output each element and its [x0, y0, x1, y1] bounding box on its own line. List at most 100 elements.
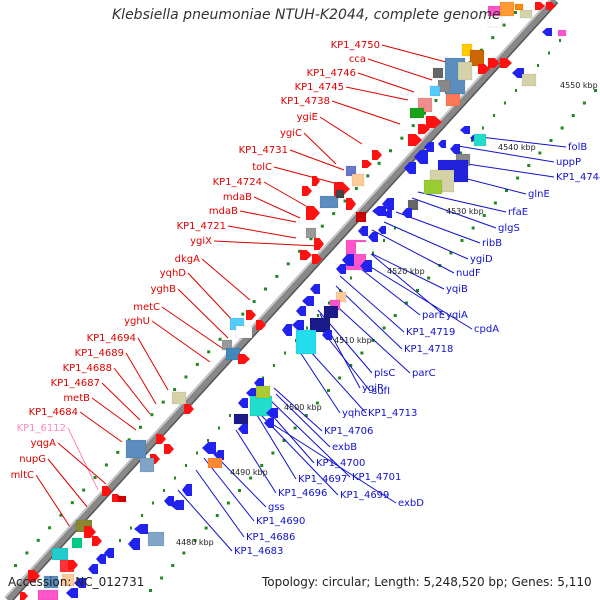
gene-block — [255, 385, 271, 399]
gene-arrow-forward — [28, 570, 40, 582]
gene-label-rfae: rfaE — [508, 207, 528, 218]
gene-label-ygix: ygiX — [190, 236, 212, 247]
gene-arrow-reverse — [384, 210, 392, 218]
tick-mark — [434, 98, 438, 102]
leader-line — [253, 409, 297, 480]
tick-mark — [207, 439, 209, 442]
gene-arrow-forward — [302, 186, 312, 196]
gene-arrow-forward — [238, 354, 250, 364]
gene-arrow-forward — [256, 320, 266, 330]
kbp-label: 4530 kbp — [446, 207, 484, 216]
gene-arrow-forward — [312, 254, 322, 264]
gene-label-kp1-4721: KP1_4721 — [177, 221, 226, 232]
gene-arrow-reverse — [438, 140, 446, 148]
tick-mark — [411, 124, 415, 128]
gene-block — [37, 589, 59, 600]
gene-arrow-forward — [184, 404, 194, 414]
gene-label-kp1-4697: KP1_4697 — [298, 474, 347, 485]
leader-line — [137, 337, 169, 391]
gene-block — [499, 1, 515, 17]
leader-line — [57, 442, 107, 485]
gene-arrow-forward — [312, 176, 320, 186]
gene-label-kp1-4706: KP1_4706 — [324, 426, 373, 437]
gene-block — [514, 3, 524, 11]
gene-block — [557, 29, 567, 37]
tick-mark — [320, 224, 324, 228]
tick-mark — [491, 36, 495, 40]
tick-mark — [260, 464, 264, 467]
tick-mark — [372, 251, 374, 255]
tick-mark — [493, 114, 495, 117]
tick-mark — [193, 539, 197, 542]
tick-mark — [559, 39, 561, 42]
gene-arrow-reverse — [402, 208, 412, 218]
gene-label-yqib: yqiB — [446, 284, 468, 295]
gene-label-kp1-4738: KP1_4738 — [281, 96, 330, 107]
tick-mark — [594, 89, 597, 92]
leader-line — [263, 181, 307, 207]
tick-mark — [377, 161, 381, 165]
gene-arrow-forward — [546, 2, 556, 10]
tick-mark — [82, 488, 86, 492]
leader-line — [417, 191, 507, 213]
gene-arrow-reverse — [360, 260, 372, 272]
tick-mark — [571, 114, 575, 117]
accession-label: Accession: NC_012731 — [8, 575, 145, 589]
gene-arrow-forward — [372, 150, 382, 160]
gene-label-nudf: nudF — [456, 268, 481, 279]
gene-arrow-reverse — [358, 226, 368, 236]
backbone-layer — [4, 0, 559, 600]
gene-label-kp1-4750: KP1_4750 — [331, 40, 380, 51]
gene-label-kp1-4683: KP1_4683 — [234, 546, 283, 557]
gene-label-kp1-4686: KP1_4686 — [246, 532, 295, 543]
gene-arrow-reverse — [368, 232, 378, 242]
gene-arrow-forward — [300, 250, 312, 260]
tick-mark — [218, 337, 222, 341]
leader-line — [101, 382, 141, 421]
gene-arrow-forward — [246, 310, 256, 320]
tick-mark — [273, 364, 275, 367]
gene-label-kp1-4694: KP1_4694 — [87, 333, 136, 344]
gene-label-yghb: yghB — [151, 284, 177, 295]
tick-mark — [514, 11, 517, 14]
leader-line — [213, 240, 319, 247]
gene-arrow-forward — [20, 592, 28, 600]
tick-mark — [59, 513, 63, 517]
gene-arrow-forward — [535, 2, 545, 10]
gene-arrow-reverse — [414, 150, 428, 164]
tick-mark — [538, 151, 542, 155]
gene-label-uppp: uppP — [556, 157, 581, 168]
gene-arrow-reverse — [296, 306, 306, 316]
tick-mark — [36, 538, 40, 542]
tick-mark — [471, 139, 473, 142]
map-title: Klebsiella pneumoniae NTUH-K2044, comple… — [112, 7, 501, 23]
tick-mark — [284, 351, 286, 355]
leader-line — [253, 196, 301, 219]
gene-label-kp1-6112: KP1_6112 — [17, 423, 66, 434]
gene-arrow-reverse — [378, 226, 386, 234]
tick-mark — [130, 526, 132, 530]
gene-block — [323, 305, 339, 319]
gene-label-yqga: yqgA — [31, 438, 57, 449]
gene-block — [139, 457, 155, 473]
tick-mark — [306, 326, 308, 330]
leader-line — [295, 345, 341, 414]
tick-mark — [505, 189, 508, 192]
gene-label-kp1-4731: KP1_4731 — [239, 145, 288, 156]
tick-mark — [343, 199, 347, 203]
tick-mark — [537, 64, 539, 67]
tick-mark — [139, 425, 142, 429]
tick-mark — [427, 276, 431, 280]
tick-mark — [527, 164, 531, 167]
tick-mark — [383, 239, 385, 242]
tick-mark — [184, 375, 188, 379]
tick-mark — [389, 149, 392, 153]
tick-mark — [116, 450, 120, 454]
gene-arrow-reverse — [372, 206, 386, 216]
gene-arrow-reverse — [264, 418, 274, 428]
tick-mark — [360, 351, 364, 355]
tick-mark — [195, 362, 199, 366]
tick-mark — [482, 126, 484, 130]
gene-arrow-reverse — [450, 144, 460, 154]
